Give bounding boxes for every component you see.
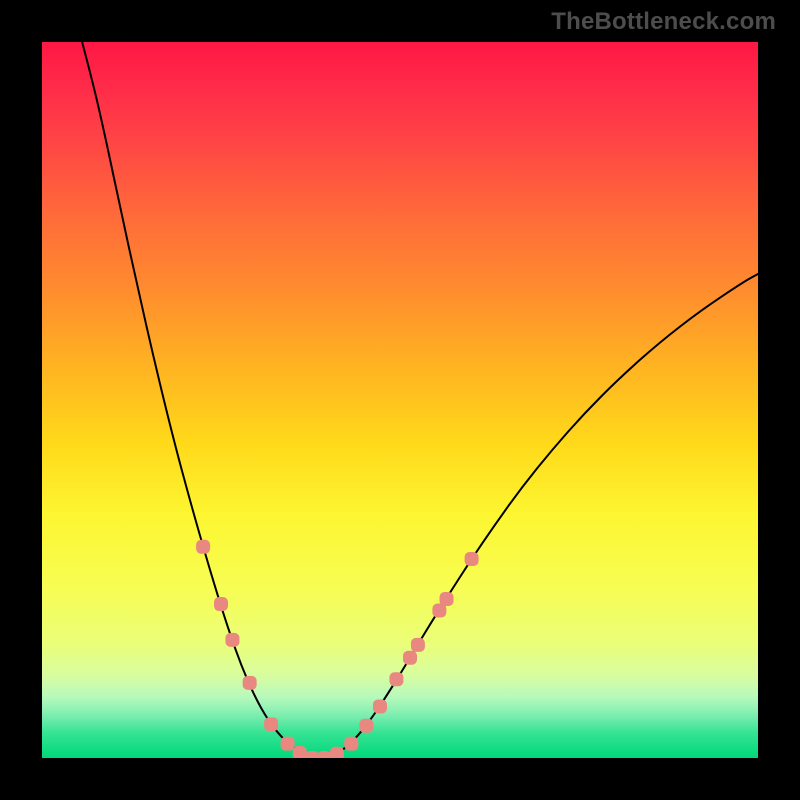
- curve-bead: [214, 597, 228, 611]
- curve-bead: [243, 676, 257, 690]
- curve-bead: [281, 737, 295, 751]
- watermark-text: TheBottleneck.com: [551, 8, 776, 36]
- curve-bead: [264, 717, 278, 731]
- plot-svg: [42, 42, 758, 758]
- curve-bead: [344, 737, 358, 751]
- curve-bead: [225, 633, 239, 647]
- curve-bead: [305, 751, 319, 758]
- curve-bead: [403, 651, 417, 665]
- curve-bead: [465, 552, 479, 566]
- curve-bead: [330, 747, 344, 758]
- curve-bead: [440, 592, 454, 606]
- curve-bead: [196, 540, 210, 554]
- curve-bead: [293, 746, 307, 758]
- curve-bead: [317, 751, 331, 758]
- curve-bead: [411, 638, 425, 652]
- curve-bead: [389, 672, 403, 686]
- figure-stage: TheBottleneck.com: [0, 0, 800, 800]
- curve-bead: [359, 719, 373, 733]
- curve-bead: [373, 699, 387, 713]
- gradient-background: [42, 42, 758, 758]
